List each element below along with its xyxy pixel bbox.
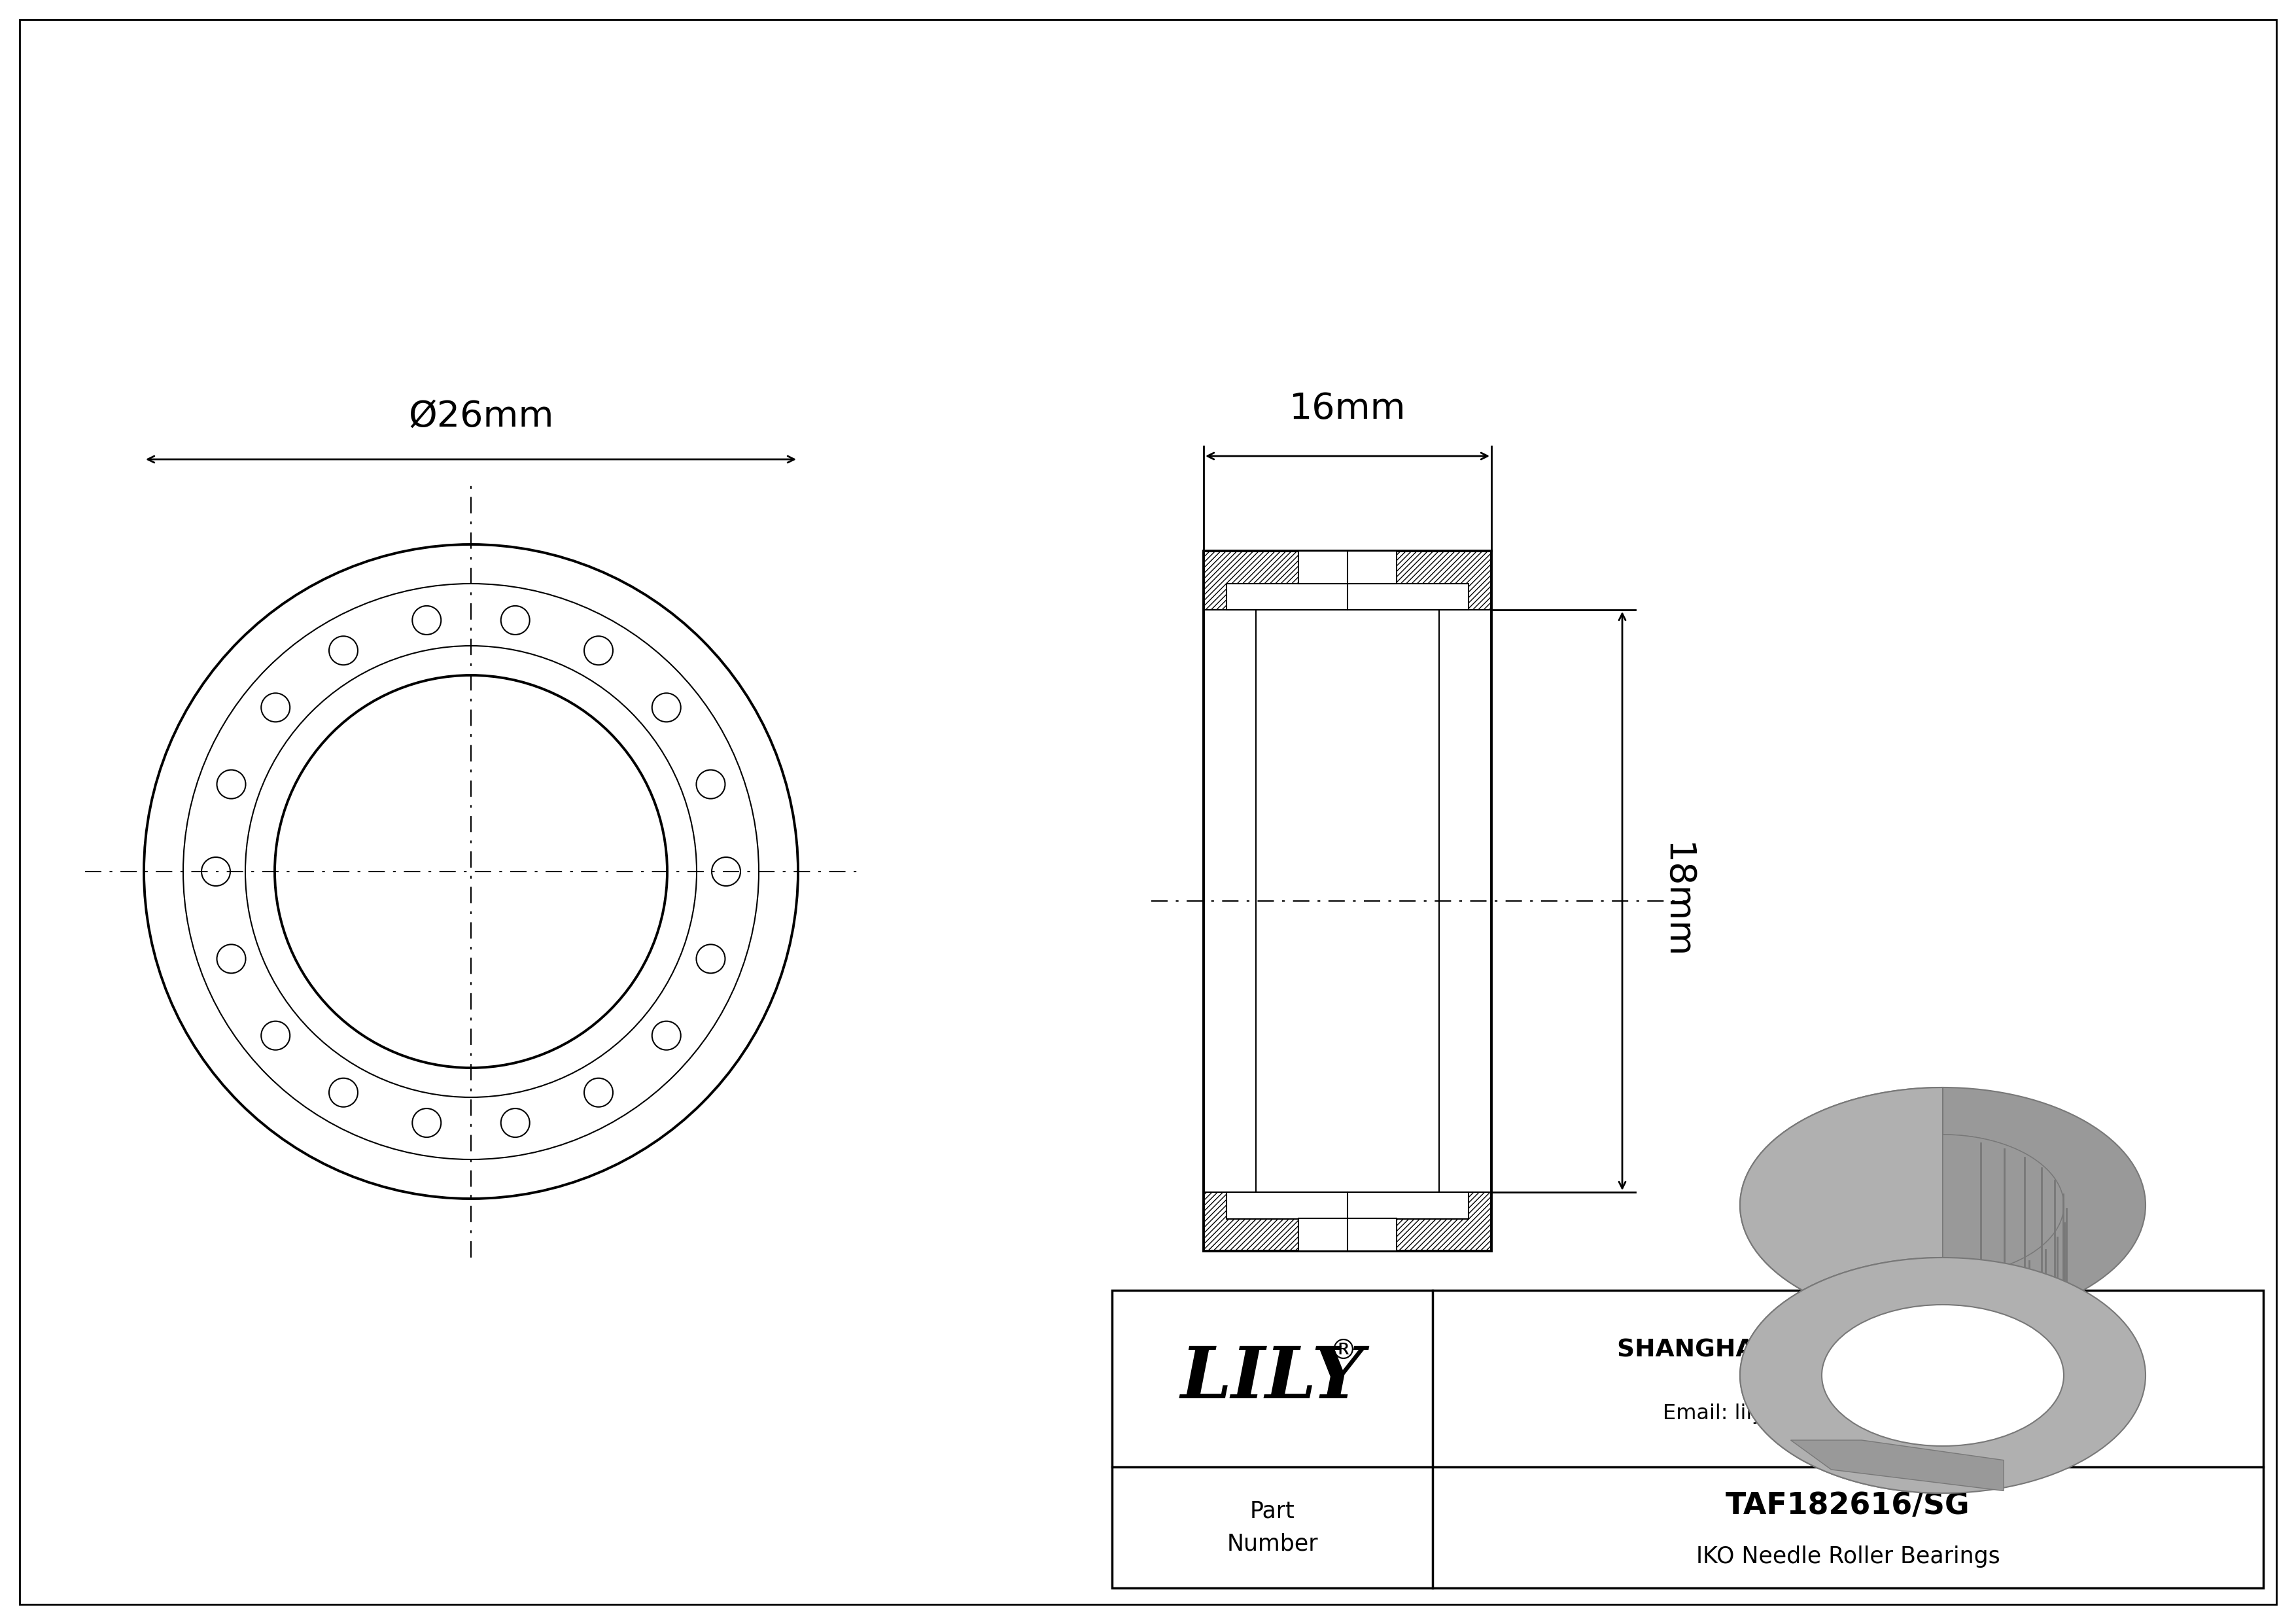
Ellipse shape (1821, 1135, 2064, 1276)
Text: SHANGHAI LILY BEARING LIMITED: SHANGHAI LILY BEARING LIMITED (1616, 1338, 2080, 1363)
Bar (1203, 1192, 1492, 1250)
Text: Part
Number: Part Number (1226, 1501, 1318, 1556)
Bar (1226, 583, 1469, 611)
Polygon shape (1942, 1135, 2064, 1445)
Text: ®: ® (1329, 1338, 1357, 1364)
Bar (1203, 551, 1492, 611)
Bar (1203, 551, 1492, 1250)
Text: IKO Needle Roller Bearings: IKO Needle Roller Bearings (1697, 1546, 2000, 1567)
Bar (1111, 1291, 2264, 1588)
Polygon shape (1791, 1440, 2004, 1491)
Polygon shape (1740, 1088, 1942, 1492)
Ellipse shape (1740, 1257, 2144, 1492)
Text: LILY: LILY (1180, 1343, 1364, 1415)
Text: TAF182616/SG: TAF182616/SG (1727, 1491, 1970, 1520)
Bar (1300, 551, 1396, 583)
Ellipse shape (1821, 1304, 2064, 1445)
Ellipse shape (1740, 1088, 2144, 1324)
Text: 18mm: 18mm (1658, 843, 1694, 960)
Text: Ø26mm: Ø26mm (409, 400, 553, 435)
Text: Email: lilybearing@lily-bearing.com: Email: lilybearing@lily-bearing.com (1662, 1403, 2034, 1424)
Text: 16mm: 16mm (1288, 391, 1405, 427)
Bar (1226, 1192, 1469, 1218)
Bar (1300, 1218, 1396, 1250)
